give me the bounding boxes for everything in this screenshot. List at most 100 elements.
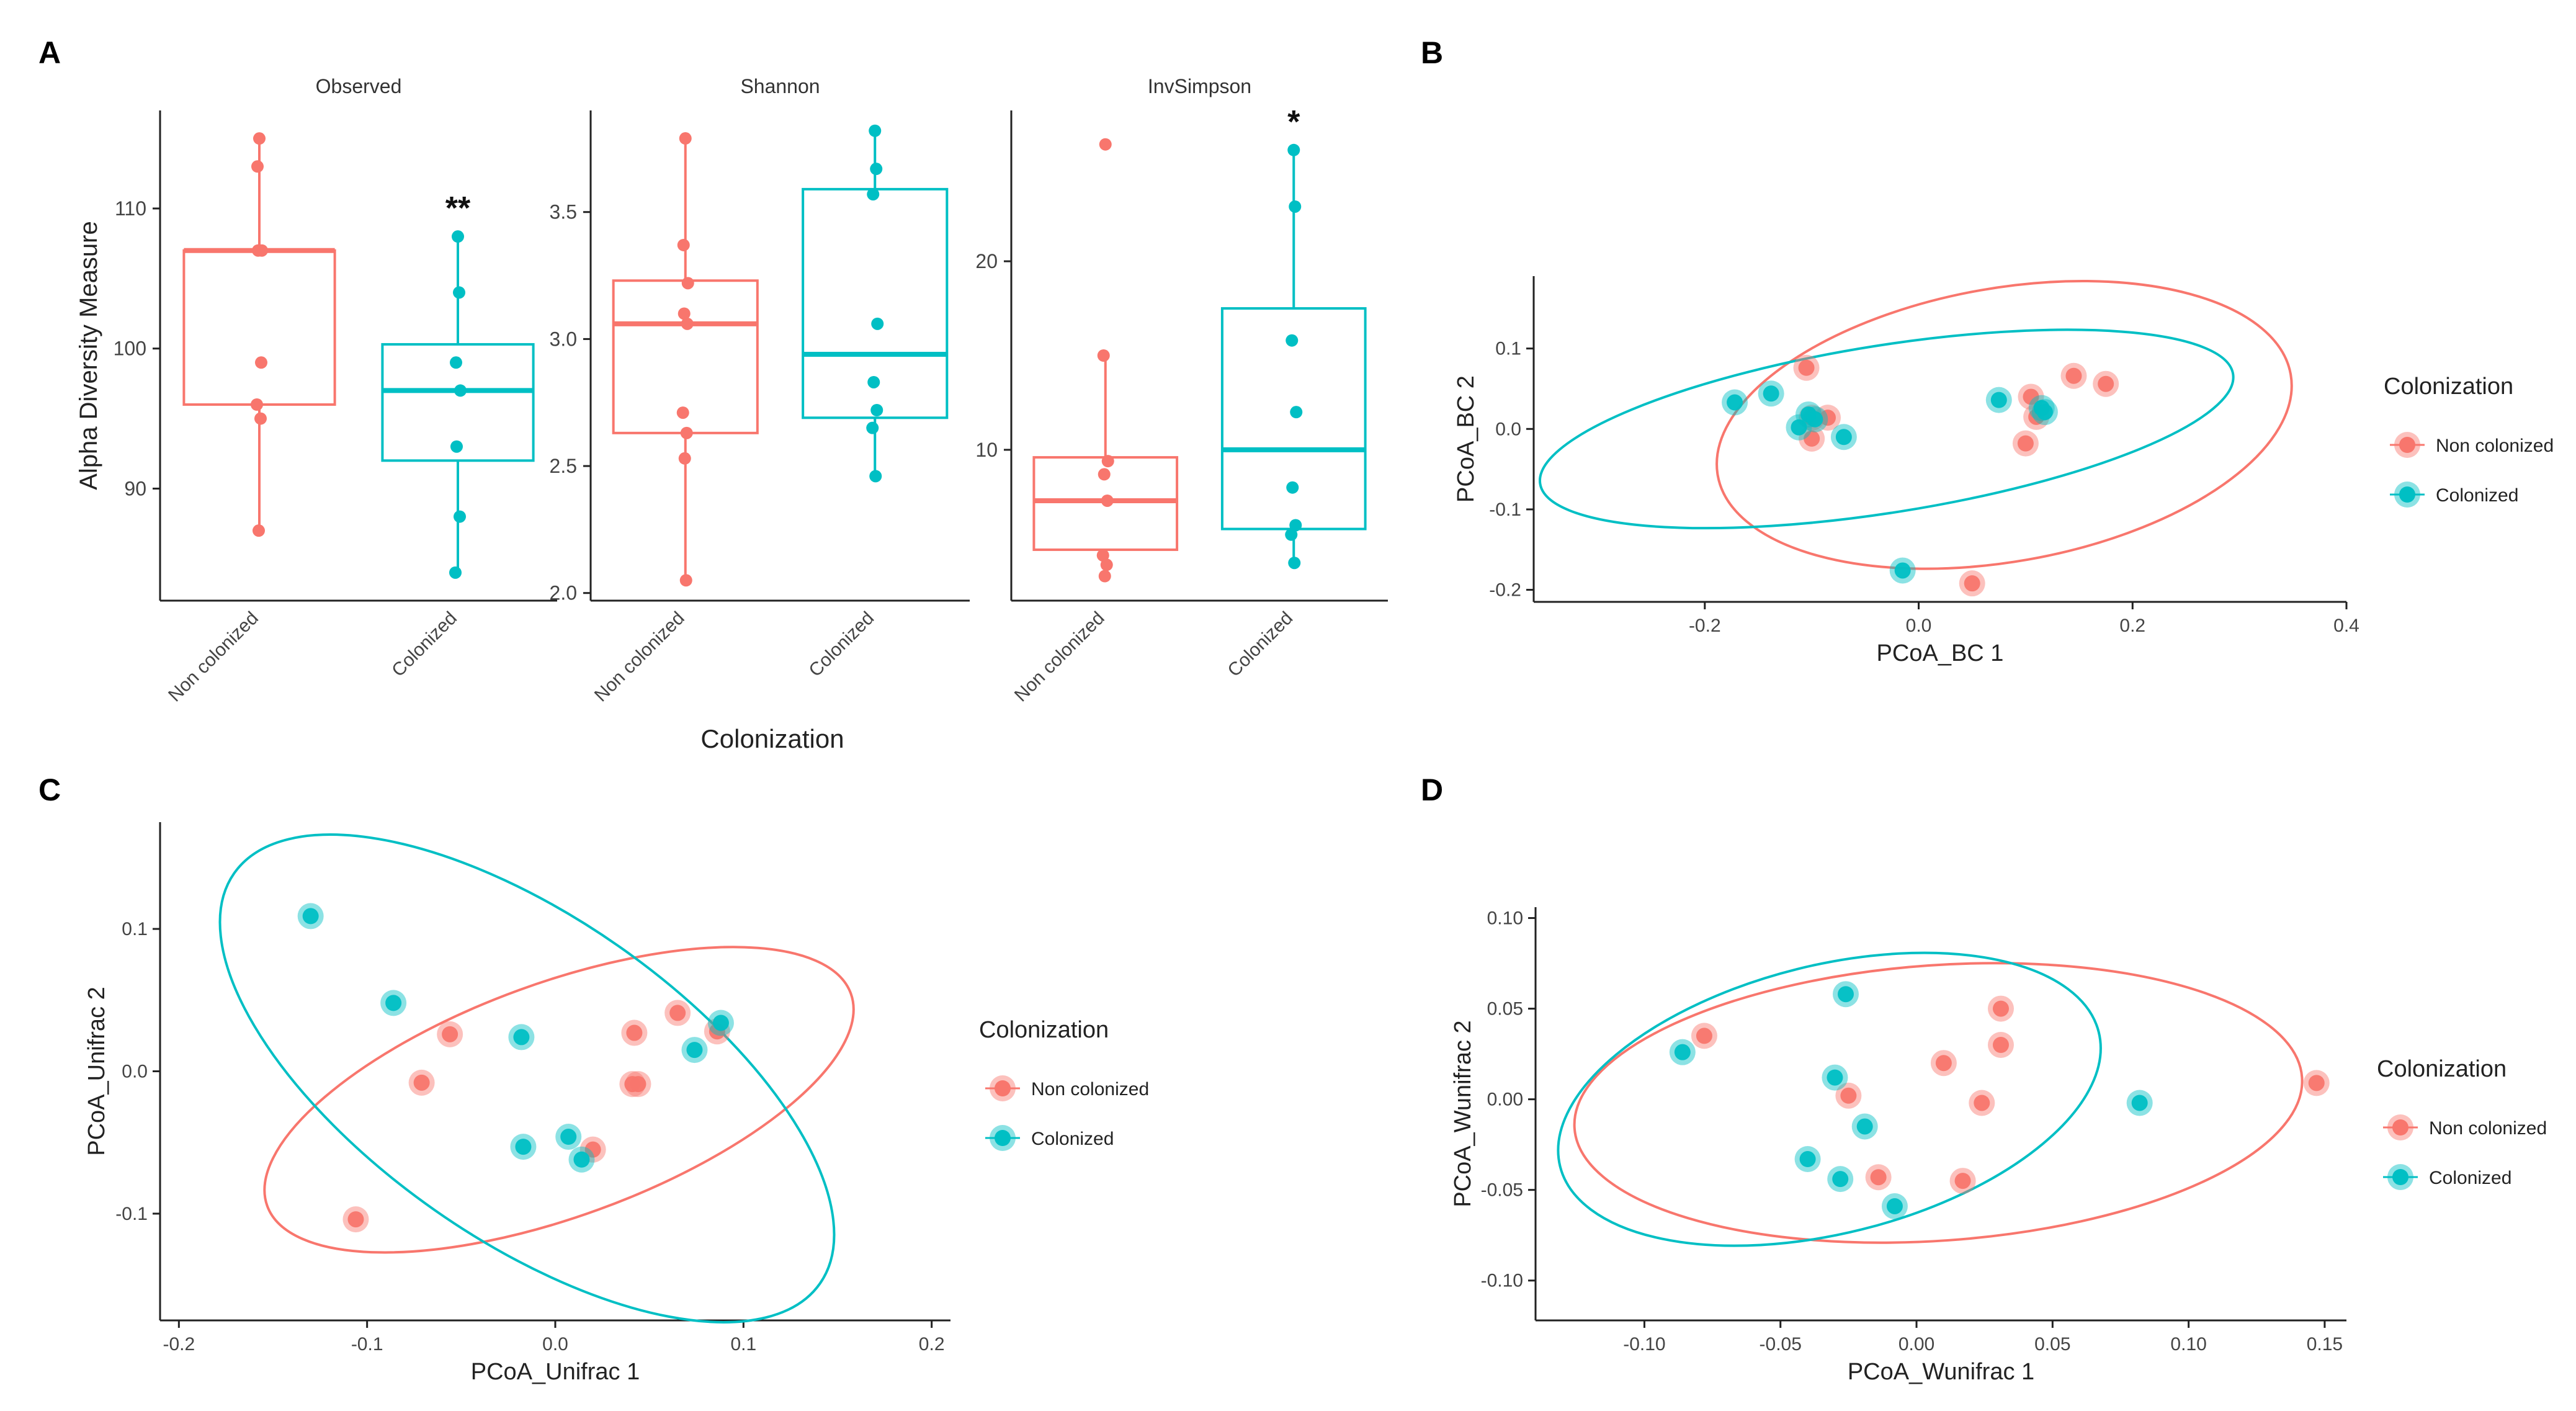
data-point-colonized: [1856, 1118, 1873, 1135]
legend-title: Colonization: [979, 1017, 1109, 1043]
data-point-colonized: [1894, 562, 1911, 579]
y-tick-label: 3.5: [550, 201, 577, 223]
x-tick-label: 0.2: [919, 1334, 945, 1355]
facet-title: InvSimpson: [1148, 75, 1251, 97]
data-point-non-colonized: [1870, 1169, 1887, 1186]
data-point-non-colonized: [2065, 367, 2082, 384]
data-point: [452, 230, 464, 243]
x-tick-label: -0.2: [163, 1334, 195, 1355]
y-tick-label: 0.1: [122, 919, 148, 939]
y-tick-label: 2.0: [550, 582, 577, 604]
x-tick-label: 0.2: [2119, 616, 2145, 636]
data-point-colonized: [560, 1129, 577, 1145]
y-axis-label: Alpha Diversity Measure: [75, 221, 102, 490]
data-point: [252, 244, 264, 257]
confidence-ellipse-non-colonized: [263, 946, 855, 1254]
data-point: [681, 277, 694, 290]
x-tick-label: -0.05: [1760, 1334, 1802, 1355]
data-point: [869, 124, 882, 137]
data-point-non-colonized: [2017, 435, 2034, 452]
data-point: [1290, 406, 1303, 419]
data-point-non-colonized: [1974, 1095, 1990, 1111]
x-tick-label: 0.10: [2170, 1334, 2206, 1355]
data-point-non-colonized: [626, 1024, 643, 1041]
data-point-colonized: [1827, 1069, 1843, 1086]
data-point-non-colonized: [347, 1211, 364, 1228]
y-tick-label: 0.05: [1487, 999, 1523, 1019]
data-point: [1099, 138, 1112, 151]
y-axis-label: PCoA_BC 2: [1453, 375, 1479, 503]
data-point: [1286, 334, 1299, 347]
y-tick-label: 0.0: [122, 1062, 148, 1082]
data-point: [251, 398, 263, 411]
y-tick-label: 0.1: [1495, 339, 1521, 359]
box-colonized: [381, 343, 535, 462]
x-tick-label: 0.15: [2307, 1334, 2343, 1355]
data-point: [453, 286, 465, 299]
data-point-colonized: [515, 1139, 532, 1155]
data-point: [253, 132, 266, 145]
x-tick-label: 0.1: [730, 1334, 756, 1355]
y-tick-label: 3.0: [550, 328, 577, 350]
data-point: [1289, 200, 1302, 213]
data-point: [677, 238, 690, 251]
y-tick-label: -0.1: [115, 1204, 148, 1224]
data-point-colonized: [1837, 986, 1854, 1003]
data-point: [681, 317, 694, 330]
y-tick-label: 0.0: [1495, 419, 1521, 439]
data-point: [871, 317, 884, 330]
y-tick-label: -0.10: [1481, 1271, 1523, 1291]
y-tick-label: 2.5: [550, 455, 577, 477]
y-tick-label: 90: [124, 477, 146, 499]
y-tick-label: 10: [975, 439, 998, 461]
data-point: [676, 406, 689, 419]
data-point-non-colonized: [584, 1141, 601, 1158]
panel-label-d: D: [1421, 773, 1443, 807]
data-point: [1286, 481, 1299, 494]
data-point-colonized: [302, 908, 319, 925]
data-point: [1287, 143, 1300, 156]
data-point-non-colonized: [669, 1005, 686, 1021]
panel-b-pcoa-bc: -0.2 0.0 0.2 0.4 -0.2 -0.1 0.0 0.1 Colonization N…: [1453, 276, 2554, 666]
data-point-colonized: [1727, 394, 1743, 411]
data-point: [867, 375, 880, 388]
data-point-non-colonized: [413, 1074, 430, 1091]
y-tick-label: -0.05: [1481, 1180, 1523, 1201]
legend-title: Colonization: [2384, 374, 2513, 400]
y-tick-label: 0.10: [1487, 908, 1523, 929]
legend-label-colonized: Colonized: [1031, 1129, 1114, 1149]
data-point: [1100, 558, 1113, 571]
data-point-colonized: [1791, 419, 1807, 436]
data-point-non-colonized: [2023, 388, 2039, 405]
panel-label-c: C: [38, 773, 61, 807]
data-point: [255, 356, 267, 369]
data-point-colonized: [385, 995, 402, 1011]
confidence-ellipse-non-colonized: [1573, 962, 2304, 1244]
confidence-ellipse-colonized: [1557, 951, 2102, 1247]
data-point-non-colonized: [442, 1026, 458, 1042]
data-point: [678, 452, 691, 465]
data-point: [1098, 570, 1111, 583]
data-point: [450, 356, 462, 369]
data-point-non-colonized: [1820, 410, 1836, 426]
data-point: [449, 566, 462, 579]
confidence-ellipse-colonized: [1539, 328, 2235, 530]
data-point: [450, 440, 463, 453]
data-point: [1288, 557, 1301, 570]
confidence-ellipse-non-colonized: [1715, 280, 2293, 570]
confidence-ellipse-colonized: [218, 833, 836, 1324]
x-tick-label: -0.2: [1689, 616, 1721, 636]
facet-title: Observed: [316, 75, 402, 97]
data-point: [680, 426, 693, 439]
x-tick-label: 0.0: [542, 1334, 568, 1355]
panel-d-pcoa-wunifrac: -0.10 -0.05 0.00 0.05 0.10 0.15 -0.10 -0.05 0.00…: [1450, 907, 2547, 1385]
data-point-colonized: [712, 1015, 729, 1031]
facet-title: Shannon: [740, 75, 820, 97]
data-point-non-colonized: [1964, 575, 1980, 592]
x-axis-label: PCoA_BC 1: [1877, 640, 2004, 666]
data-point: [869, 470, 882, 483]
data-point: [1289, 519, 1302, 532]
significance-mark: **: [445, 190, 471, 226]
data-point-colonized: [573, 1151, 590, 1168]
